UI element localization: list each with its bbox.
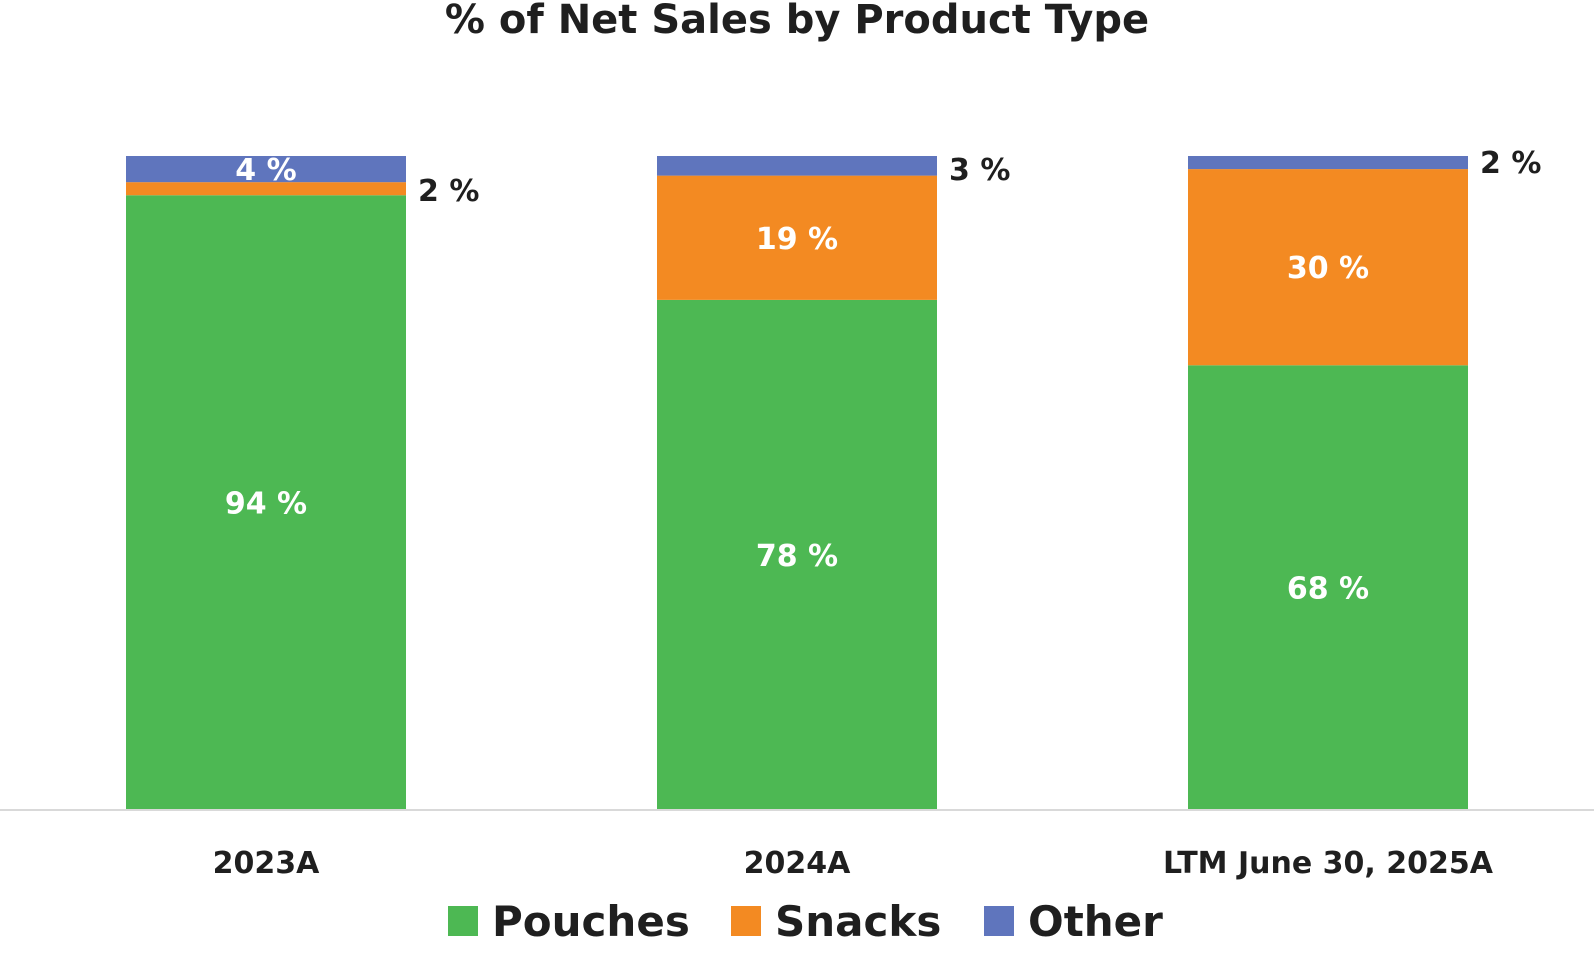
bar-segment-pouches-1 (126, 195, 406, 811)
bar-segment-pouches-3 (1188, 365, 1468, 810)
chart-title: % of Net Sales by Product Type (445, 0, 1149, 43)
data-label-pouches-3: 68 % (1287, 572, 1369, 607)
data-label-other-1: 4 % (235, 153, 296, 188)
data-label-pouches-2: 78 % (756, 539, 838, 574)
bar-segment-snacks-3 (1188, 169, 1468, 366)
legend-label-other: Other (1028, 897, 1163, 946)
outside-data-label-2: 3 % (949, 153, 1010, 188)
bar-segment-pouches-2 (657, 299, 937, 810)
category-labels: 2023A 2024A LTM June 30, 2025A (213, 846, 1494, 881)
legend: Pouches Snacks Other (448, 897, 1163, 946)
bar-segment-other-2 (657, 156, 937, 176)
bar-segment-snacks-1 (126, 182, 406, 196)
legend-label-pouches: Pouches (492, 897, 690, 946)
outside-data-label-1: 2 % (418, 174, 479, 209)
bar-segment-other-1 (126, 156, 406, 183)
data-label-snacks-2: 19 % (756, 222, 838, 257)
data-labels: 94 % 4 % 2 % 78 % 19 % 3 % 68 % 30 % 2 % (225, 146, 1542, 607)
legend-swatch-pouches (448, 906, 478, 936)
category-label-3: LTM June 30, 2025A (1163, 846, 1494, 881)
category-label-2: 2024A (744, 846, 851, 881)
bars-group (126, 156, 1468, 811)
category-label-1: 2023A (213, 846, 320, 881)
outside-data-label-3: 2 % (1480, 146, 1541, 181)
data-label-pouches-1: 94 % (225, 487, 307, 522)
legend-label-snacks: Snacks (775, 897, 941, 946)
data-label-snacks-3: 30 % (1287, 251, 1369, 286)
bar-segment-other-3 (1188, 156, 1468, 170)
bar-segment-snacks-2 (657, 175, 937, 300)
legend-swatch-snacks (731, 906, 761, 936)
legend-swatch-other (984, 906, 1014, 936)
